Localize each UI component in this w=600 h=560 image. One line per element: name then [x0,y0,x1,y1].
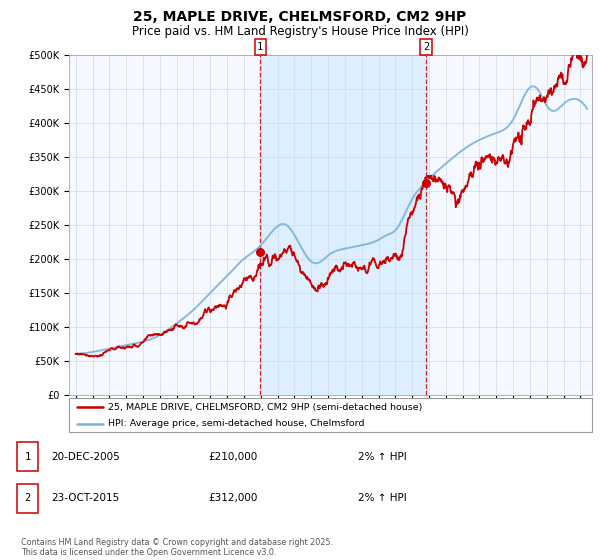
Bar [260,55,426,395]
Text: 25, MAPLE DRIVE, CHELMSFORD, CM2 9HP: 25, MAPLE DRIVE, CHELMSFORD, CM2 9HP [133,10,467,24]
FancyBboxPatch shape [17,442,38,472]
Text: 2: 2 [25,493,31,503]
Text: Price paid vs. HM Land Registry's House Price Index (HPI): Price paid vs. HM Land Registry's House … [131,25,469,38]
Text: 20-DEC-2005: 20-DEC-2005 [51,452,120,462]
Text: 25, MAPLE DRIVE, CHELMSFORD, CM2 9HP (semi-detached house): 25, MAPLE DRIVE, CHELMSFORD, CM2 9HP (se… [108,403,422,412]
Text: 2: 2 [423,42,429,52]
Text: £312,000: £312,000 [208,493,257,503]
Text: Contains HM Land Registry data © Crown copyright and database right 2025.
This d: Contains HM Land Registry data © Crown c… [21,538,333,557]
Text: 2% ↑ HPI: 2% ↑ HPI [358,452,406,462]
FancyBboxPatch shape [17,484,38,513]
Text: £210,000: £210,000 [208,452,257,462]
Text: 2% ↑ HPI: 2% ↑ HPI [358,493,406,503]
Text: HPI: Average price, semi-detached house, Chelmsford: HPI: Average price, semi-detached house,… [108,419,365,428]
Text: 1: 1 [257,42,263,52]
FancyBboxPatch shape [69,398,592,432]
Text: 23-OCT-2015: 23-OCT-2015 [51,493,119,503]
Text: 1: 1 [25,452,31,462]
